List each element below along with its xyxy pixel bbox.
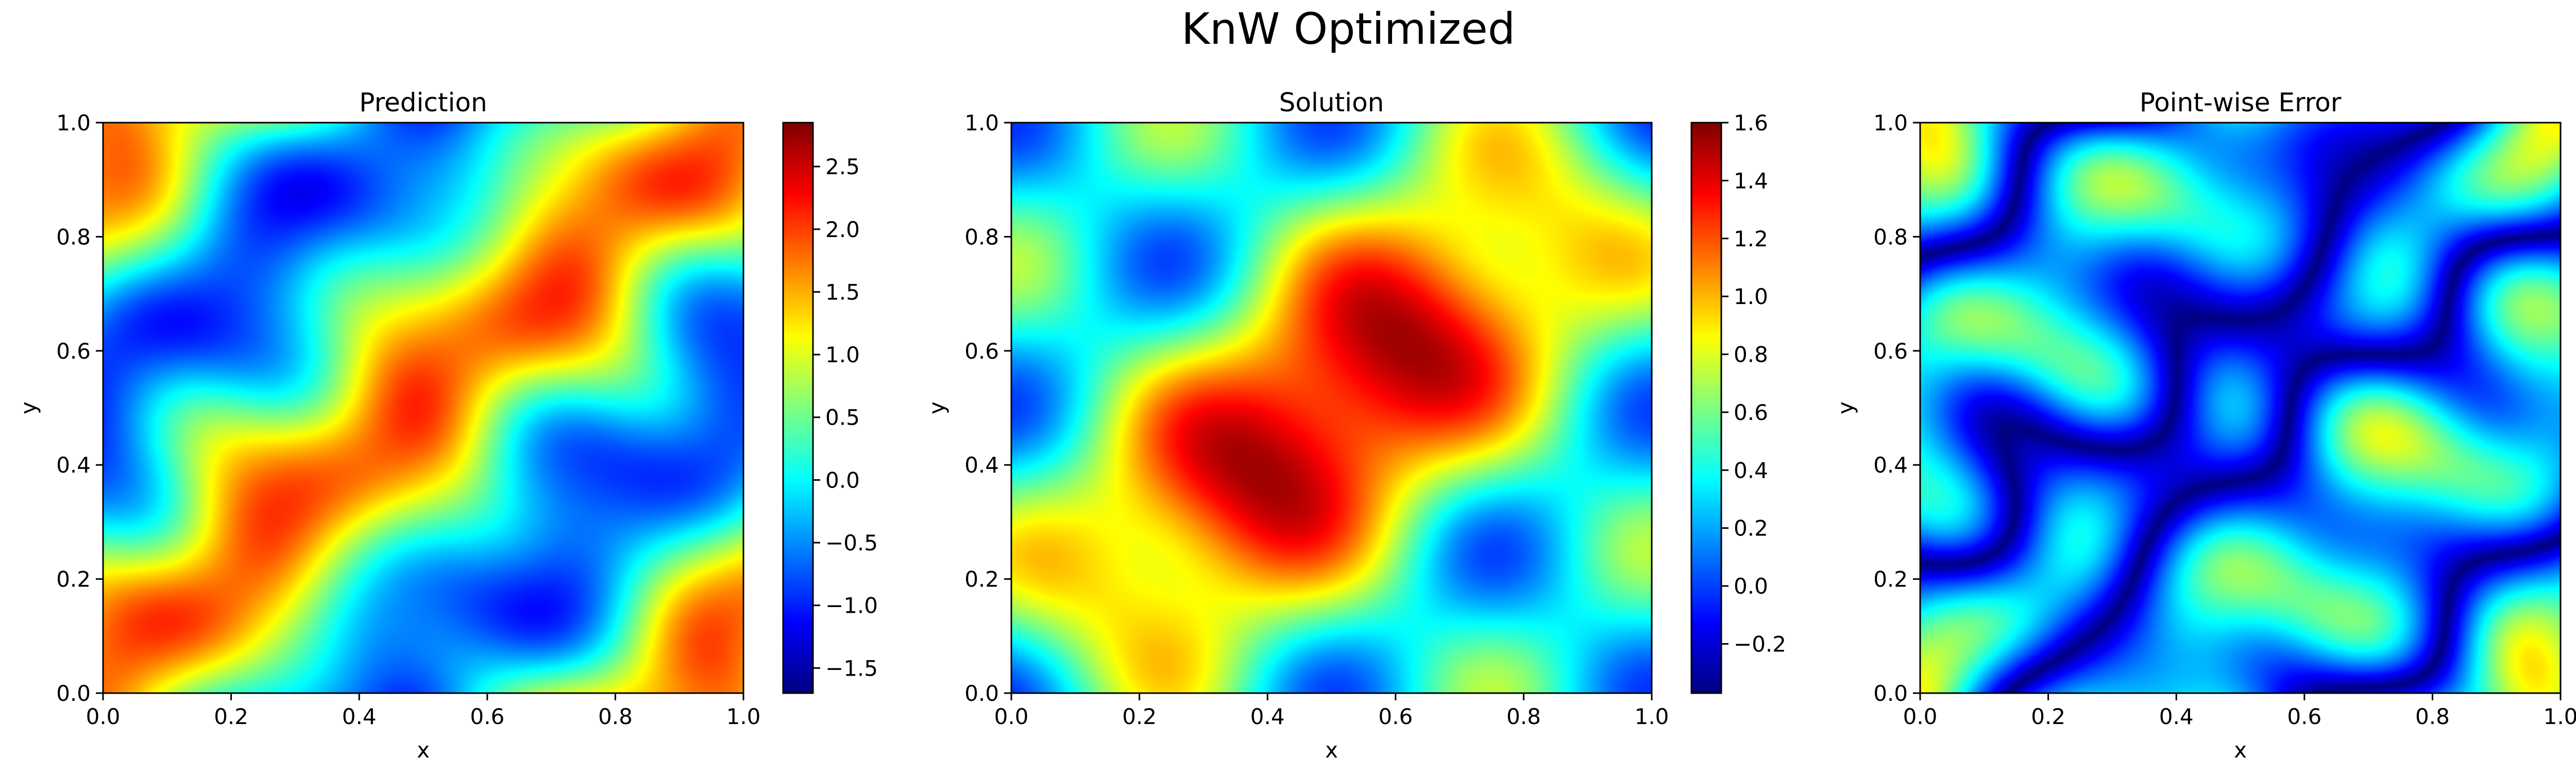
colorbar-frame (782, 122, 814, 694)
colorbar-tick-label: 0.0 (1734, 574, 1768, 599)
colorbar-frame (1690, 122, 1722, 694)
y-tick-label: 0.6 (1873, 339, 1908, 364)
x-axis-label: x (417, 737, 430, 763)
colorbar-tick-label: −0.5 (825, 530, 878, 556)
y-tick-label: 0.4 (56, 452, 91, 478)
x-tick-label: 0.4 (1250, 704, 1285, 729)
y-tick-label: 0.4 (964, 452, 999, 478)
x-tick-label: 0.6 (2287, 704, 2321, 729)
x-tick-label: 0.4 (2159, 704, 2194, 729)
y-tick-label: 1.0 (56, 110, 91, 136)
panel-title: Prediction (359, 88, 487, 117)
y-tick-label: 0.6 (964, 339, 999, 364)
x-axis-label: x (1325, 737, 1338, 763)
plot-frame (1919, 122, 2562, 694)
heatmap-image (103, 123, 743, 693)
x-tick-label: 0.2 (214, 704, 248, 729)
colorbar-tick-label: −0.2 (1734, 631, 1786, 657)
colorbar-tick-label: 0.5 (825, 405, 860, 430)
x-tick-label: 0.2 (2031, 704, 2065, 729)
plot-frame (1010, 122, 1653, 694)
panel-2: Solution 0.0 0.2 0.4 0.6 0.8 1.0 0.0 0.2 0.4 0.6 0.… (924, 88, 1786, 763)
x-tick-label: 1.0 (726, 704, 761, 729)
x-tick-label: 0.0 (994, 704, 1029, 729)
panel-title: Solution (1279, 88, 1384, 117)
colorbar-tick-label: 1.4 (1734, 168, 1768, 193)
x-tick-label: 0.4 (342, 704, 377, 729)
panel-title: Point-wise Error (2140, 88, 2342, 117)
x-tick-label: 0.8 (1506, 704, 1541, 729)
x-tick-label: 0.0 (1903, 704, 1938, 729)
y-tick-label: 0.0 (1873, 681, 1908, 706)
colorbar-tick-label: 0.0 (825, 467, 860, 493)
figure-title: KnW Optimized (1181, 4, 1515, 54)
colorbar-tick-label: 0.8 (1734, 342, 1768, 367)
y-tick-label: 0.2 (56, 567, 91, 592)
colorbar-tick-label: 0.4 (1734, 458, 1768, 483)
y-tick-label: 0.8 (56, 224, 91, 249)
colorbar-tick-label: −1.0 (825, 593, 878, 618)
x-tick-label: 0.6 (470, 704, 504, 729)
x-tick-label: 0.8 (598, 704, 633, 729)
x-tick-label: 0.2 (1122, 704, 1157, 729)
y-axis-label: y (1833, 401, 1858, 414)
colorbar-tick-label: 0.2 (1734, 516, 1768, 541)
y-tick-label: 0.4 (1873, 452, 1908, 478)
heatmap-image (1011, 123, 1652, 693)
x-tick-label: 1.0 (1635, 704, 1669, 729)
colorbar-tick-label: 1.5 (825, 279, 860, 305)
colorbar-tick-label: 1.2 (1734, 226, 1768, 251)
y-tick-label: 0.6 (56, 339, 91, 364)
x-tick-label: 1.0 (2544, 704, 2576, 729)
y-tick-label: 0.8 (1873, 224, 1908, 249)
colorbar-tick-label: 1.0 (825, 342, 860, 367)
x-tick-label: 0.0 (86, 704, 121, 729)
y-axis-label: y (924, 401, 950, 414)
colorbar-tick-label: 0.6 (1734, 400, 1768, 425)
y-axis-label: y (16, 401, 41, 414)
y-tick-label: 0.2 (1873, 567, 1908, 592)
heatmap-image (1920, 123, 2561, 693)
y-tick-label: 0.2 (964, 567, 999, 592)
colorbar-gradient (1691, 123, 1721, 693)
x-tick-label: 0.8 (2415, 704, 2450, 729)
panel-1: Prediction 0.0 0.2 0.4 0.6 0.8 1.0 0.0 0.2 0.4 0.6… (16, 88, 878, 763)
colorbar-gradient (783, 123, 813, 693)
plot-frame (102, 122, 744, 694)
y-tick-label: 0.8 (964, 224, 999, 249)
colorbar-tick-label: 2.5 (825, 154, 860, 179)
x-axis-label: x (2234, 737, 2247, 763)
y-tick-label: 0.0 (56, 681, 91, 706)
colorbar-tick-label: 2.0 (825, 217, 860, 242)
panel-3: Point-wise Error 0.0 0.2 0.4 0.6 0.8 1.0 0.0 0.2… (1833, 88, 2576, 763)
y-tick-label: 1.0 (1873, 110, 1908, 136)
colorbar-tick-label: 1.0 (1734, 284, 1768, 309)
colorbar-tick-label: 1.6 (1734, 110, 1768, 136)
y-tick-label: 1.0 (964, 110, 999, 136)
y-tick-label: 0.0 (964, 681, 999, 706)
x-tick-label: 0.6 (1378, 704, 1413, 729)
colorbar-tick-label: −1.5 (825, 656, 878, 681)
